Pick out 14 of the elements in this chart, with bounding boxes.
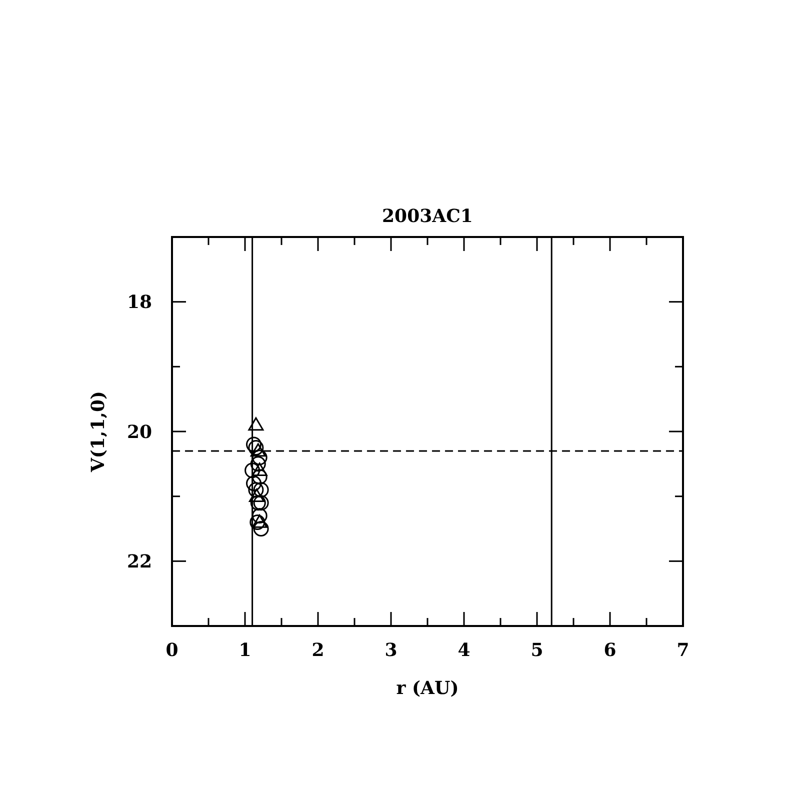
x-tick-label: 7 (676, 640, 690, 661)
x-tick-label: 6 (604, 640, 616, 661)
x-tick-label: 1 (238, 640, 252, 661)
y-axis-title: V(1,1,0) (88, 390, 109, 474)
x-axis-title: r (AU) (396, 678, 459, 699)
y-tick-label: 18 (126, 292, 152, 314)
x-tick-label: 2 (312, 640, 324, 661)
y-tick-label: 20 (126, 422, 152, 443)
x-tick-label: 0 (166, 640, 178, 661)
chart-title: 2003AC1 (382, 206, 473, 227)
x-tick-label: 4 (458, 640, 470, 661)
y-tick-label: 22 (126, 551, 152, 572)
x-tick-label: 3 (384, 640, 398, 661)
x-tick-label: 5 (530, 640, 544, 661)
